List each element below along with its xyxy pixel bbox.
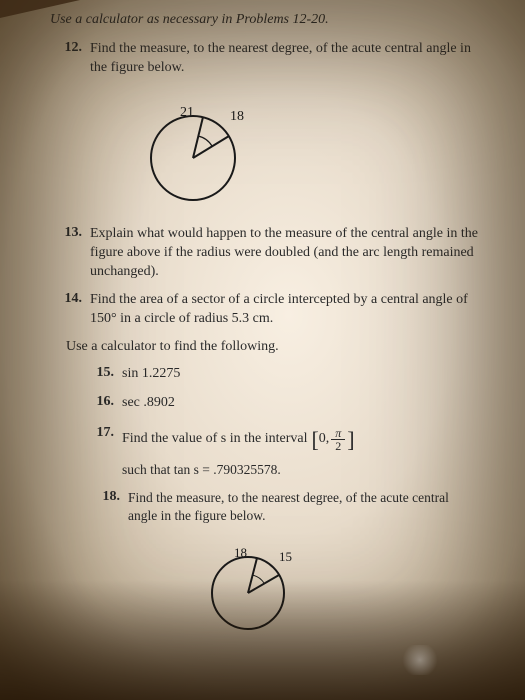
problem-number: 13. xyxy=(60,225,90,282)
figure-18: 18 15 xyxy=(190,535,479,630)
problem-number: 16. xyxy=(92,394,122,413)
fraction-numerator: π xyxy=(331,427,345,439)
interval-left: 0, xyxy=(319,430,330,449)
figure-12: 21 18 xyxy=(130,92,479,207)
problem-text: Find the value of s in the interval [ 0,… xyxy=(122,425,479,479)
problem-15: 15. sin 1.2275 xyxy=(60,365,479,384)
problem-number: 15. xyxy=(92,365,122,384)
section-instruction: Use a calculator to find the following. xyxy=(60,339,479,355)
problem-17: 17. Find the value of s in the interval … xyxy=(60,425,479,479)
problem-text: Find the measure, to the nearest degree,… xyxy=(128,489,479,525)
problem-13: 13. Explain what would happen to the mea… xyxy=(60,225,479,282)
problem-number: 17. xyxy=(92,425,122,479)
arc-label: 18 xyxy=(230,109,244,124)
problem-text: Explain what would happen to the measure… xyxy=(90,225,479,282)
problem-condition: such that tan s = .790325578. xyxy=(122,461,479,479)
interval-bracket: [ 0, π 2 ] xyxy=(311,425,354,455)
problem-14: 14. Find the area of a sector of a circl… xyxy=(60,291,479,329)
fraction-denominator: 2 xyxy=(331,440,345,452)
problem-text: sec .8902 xyxy=(122,394,479,413)
angle-arc-icon xyxy=(198,136,212,146)
section-instruction: Use a calculator as necessary in Problem… xyxy=(50,12,469,28)
problem-12: 12. Find the measure, to the nearest deg… xyxy=(60,40,479,78)
problem-18: 18. Find the measure, to the nearest deg… xyxy=(60,489,479,525)
problem-number: 18. xyxy=(98,489,128,525)
problem-text: Find the area of a sector of a circle in… xyxy=(90,291,479,329)
problem-text: sin 1.2275 xyxy=(122,365,479,384)
page: Use a calculator as necessary in Problem… xyxy=(0,0,525,668)
radius-label: 18 xyxy=(234,545,247,560)
problem-16: 16. sec .8902 xyxy=(60,394,479,413)
problem-text: Find the measure, to the nearest degree,… xyxy=(90,40,479,78)
angle-arc-icon xyxy=(252,575,264,583)
arc-label: 15 xyxy=(279,549,292,564)
problem-number: 12. xyxy=(60,40,90,78)
problem-lead: Find the value of s in the interval xyxy=(122,430,307,449)
radius-label: 21 xyxy=(180,105,194,120)
problem-number: 14. xyxy=(60,291,90,329)
